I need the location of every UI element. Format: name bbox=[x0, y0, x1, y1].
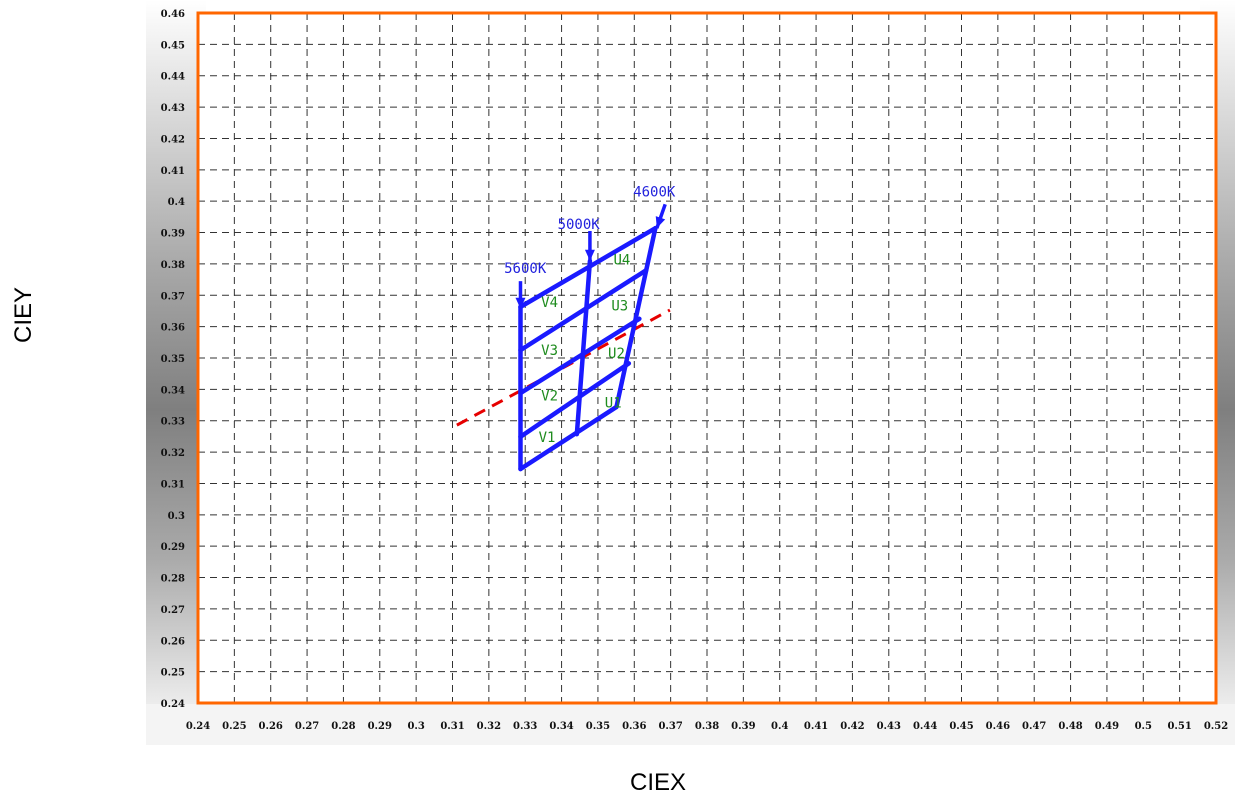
x-tick-label: 0.47 bbox=[1022, 721, 1046, 732]
x-tick-label: 0.43 bbox=[877, 721, 901, 732]
x-tick-label: 0.3 bbox=[407, 721, 424, 732]
x-tick-label: 0.38 bbox=[695, 721, 719, 732]
cct-arrow-head bbox=[655, 216, 666, 229]
x-tick-label: 0.46 bbox=[986, 721, 1010, 732]
x-tick-label: 0.33 bbox=[513, 721, 537, 732]
x-tick-label: 0.42 bbox=[840, 721, 864, 732]
y-tick-label: 0.43 bbox=[161, 103, 185, 114]
cct-label: 4600K bbox=[633, 184, 676, 200]
y-tick-label: 0.32 bbox=[161, 448, 185, 459]
bin-label: V4 bbox=[541, 295, 558, 311]
y-tick-label: 0.31 bbox=[161, 479, 185, 490]
y-tick-label: 0.28 bbox=[161, 574, 185, 585]
bin-boundary-line bbox=[518, 267, 649, 353]
x-tick-label: 0.31 bbox=[440, 721, 464, 732]
x-tick-label: 0.26 bbox=[259, 721, 283, 732]
y-tick-label: 0.41 bbox=[161, 166, 185, 177]
x-tick-label: 0.29 bbox=[368, 721, 392, 732]
y-tick-label: 0.45 bbox=[161, 40, 185, 51]
y-tick-labels: 0.24 0.25 0.26 0.27 0.28 0.29 0.3 0.31 0.32 0.33 0… bbox=[161, 9, 185, 710]
y-tick-label: 0.38 bbox=[161, 260, 185, 271]
y-tick-label: 0.4 bbox=[168, 197, 185, 208]
grid bbox=[198, 13, 1216, 703]
x-tick-label: 0.5 bbox=[1135, 721, 1152, 732]
y-tick-label: 0.33 bbox=[161, 417, 185, 428]
y-tick-label: 0.26 bbox=[161, 636, 185, 647]
chart-backdrop-bottom bbox=[146, 704, 1235, 745]
y-tick-label: 0.25 bbox=[161, 668, 185, 679]
x-tick-label: 0.35 bbox=[586, 721, 610, 732]
y-tick-label: 0.42 bbox=[161, 134, 185, 145]
y-tick-label: 0.46 bbox=[161, 9, 185, 20]
x-tick-label: 0.34 bbox=[549, 721, 573, 732]
x-tick-label: 0.37 bbox=[658, 721, 682, 732]
bin-label: V3 bbox=[541, 343, 558, 359]
x-tick-label: 0.36 bbox=[622, 721, 646, 732]
cct-arrow-head bbox=[515, 297, 526, 309]
y-tick-label: 0.35 bbox=[161, 354, 185, 365]
x-tick-label: 0.28 bbox=[331, 721, 355, 732]
bin-label: U1 bbox=[605, 396, 622, 412]
y-tick-label: 0.44 bbox=[161, 72, 185, 83]
bin-boundary-line bbox=[518, 404, 619, 472]
x-tick-label: 0.25 bbox=[222, 721, 246, 732]
x-tick-label: 0.49 bbox=[1095, 721, 1119, 732]
bin-label: V1 bbox=[539, 430, 556, 446]
x-axis-title: CIEX bbox=[630, 769, 686, 796]
bin-boundary-line bbox=[518, 316, 642, 396]
chart-backdrop-left bbox=[146, 0, 206, 745]
y-tick-label: 0.36 bbox=[161, 323, 185, 334]
x-tick-label: 0.48 bbox=[1058, 721, 1082, 732]
bin-label: V2 bbox=[541, 388, 558, 404]
bin-label: U4 bbox=[613, 253, 630, 269]
x-tick-label: 0.32 bbox=[477, 721, 501, 732]
x-tick-label: 0.44 bbox=[913, 721, 937, 732]
y-tick-label: 0.29 bbox=[161, 542, 185, 553]
x-tick-label: 0.24 bbox=[186, 721, 210, 732]
cct-arrow-head bbox=[584, 249, 595, 261]
x-tick-label: 0.45 bbox=[949, 721, 973, 732]
plot-frame bbox=[196, 11, 1218, 705]
y-tick-label: 0.3 bbox=[168, 511, 185, 522]
y-tick-label: 0.24 bbox=[161, 699, 185, 710]
bin-grid bbox=[456, 203, 671, 472]
bin-boundary-line bbox=[574, 258, 593, 437]
y-tick-label: 0.39 bbox=[161, 229, 185, 240]
x-tick-label: 0.39 bbox=[731, 721, 755, 732]
bin-boundary-line bbox=[518, 225, 658, 310]
bin-label: U3 bbox=[611, 298, 628, 314]
y-tick-label: 0.37 bbox=[161, 291, 185, 302]
bin-boundary-line bbox=[518, 361, 632, 439]
y-tick-label: 0.34 bbox=[161, 385, 185, 396]
y-axis-title: CIEY bbox=[10, 287, 37, 343]
cct-label: 5600K bbox=[504, 261, 547, 277]
x-tick-label: 0.27 bbox=[295, 721, 319, 732]
bin-boundary-line bbox=[614, 225, 658, 410]
bin-label: U2 bbox=[608, 346, 625, 362]
cct-label: 5000K bbox=[558, 217, 601, 233]
y-tick-label: 0.27 bbox=[161, 605, 185, 616]
x-tick-label: 0.4 bbox=[771, 721, 788, 732]
x-tick-labels: 0.24 0.25 0.26 0.27 0.28 0.29 0.3 0.31 0.32 0.33 0… bbox=[186, 721, 1228, 732]
chart-annotations: 5600K 5000K 4600K V1 V2 V3 V4 U1 U2 U3 U4 bbox=[504, 184, 676, 446]
x-tick-label: 0.51 bbox=[1167, 721, 1191, 732]
x-tick-label: 0.52 bbox=[1204, 721, 1228, 732]
x-tick-label: 0.41 bbox=[804, 721, 828, 732]
